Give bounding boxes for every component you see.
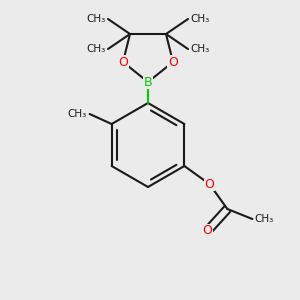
Text: B: B bbox=[144, 76, 152, 88]
Text: O: O bbox=[204, 178, 214, 190]
Text: O: O bbox=[168, 56, 178, 68]
Text: CH₃: CH₃ bbox=[87, 14, 106, 24]
Text: O: O bbox=[118, 56, 128, 68]
Text: CH₃: CH₃ bbox=[190, 14, 209, 24]
Text: O: O bbox=[202, 224, 212, 238]
Text: CH₃: CH₃ bbox=[254, 214, 274, 224]
Text: CH₃: CH₃ bbox=[68, 109, 87, 119]
Text: CH₃: CH₃ bbox=[190, 44, 209, 54]
Text: CH₃: CH₃ bbox=[87, 44, 106, 54]
